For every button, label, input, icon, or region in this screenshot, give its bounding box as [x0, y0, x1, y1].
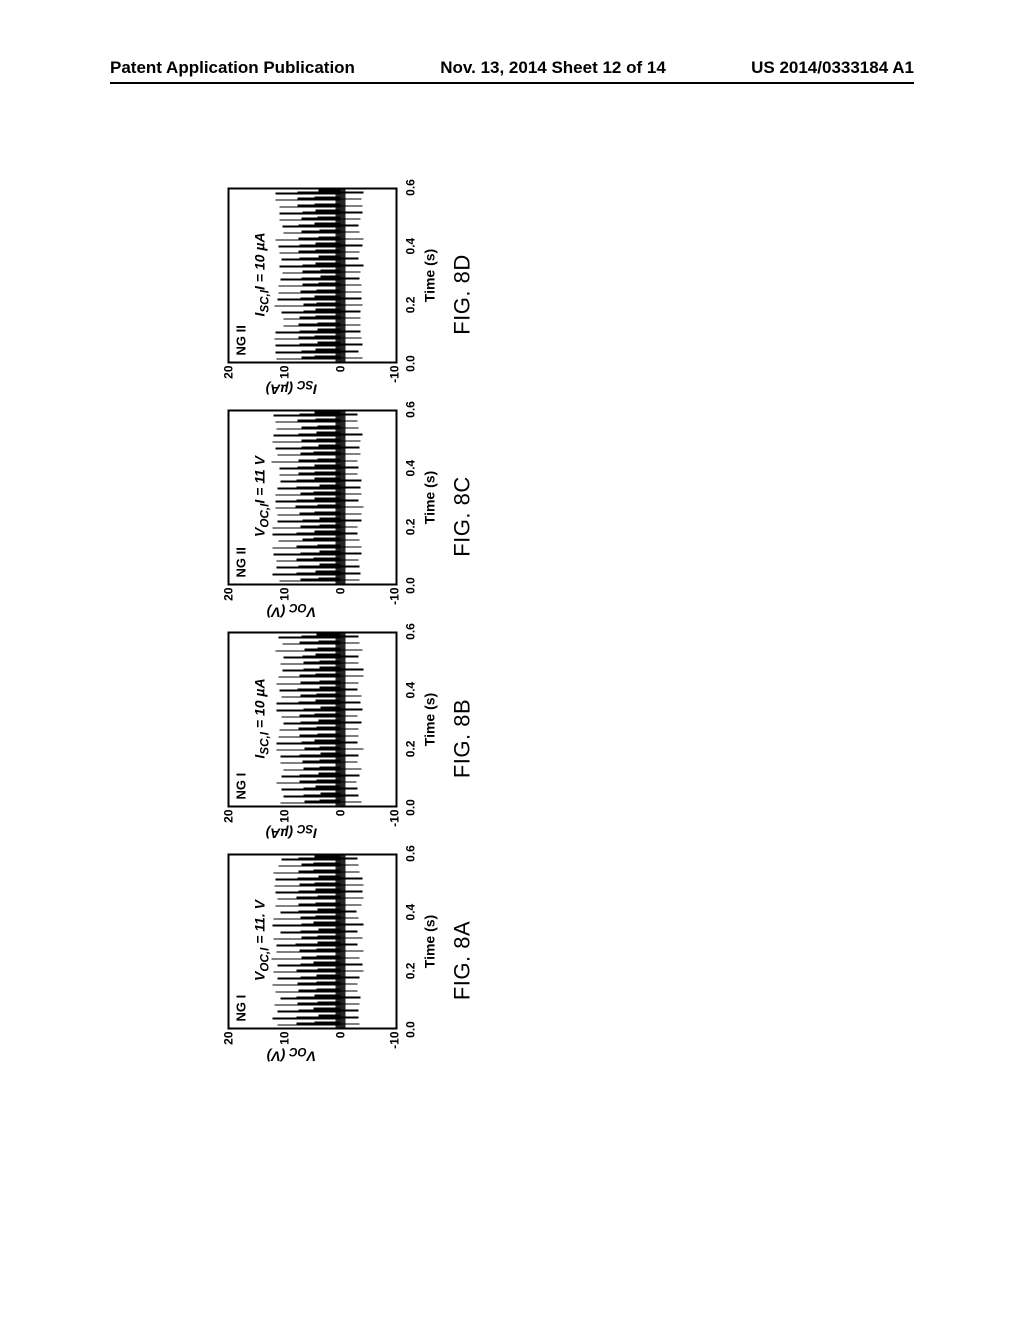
- page-header: Patent Application Publication Nov. 13, …: [0, 58, 1024, 78]
- x-tick: 0.6: [404, 623, 418, 640]
- x-tick: 0.6: [404, 401, 418, 418]
- chart-panel-1: NG IISC,I = 10 µAISC (µA)20100-100.00.20…: [228, 632, 478, 846]
- figure-area: NG IVOC,I = 11. VVOC (V)20100-100.00.20.…: [78, 363, 958, 898]
- figure-caption: FIG. 8C: [450, 410, 476, 624]
- header-right: US 2014/0333184 A1: [751, 58, 914, 78]
- chart-panel-3: NG IIISC,II = 10 µAISC (µA)20100-100.00.…: [228, 188, 478, 402]
- x-tick: 0.4: [404, 904, 418, 921]
- y-axis: ISC (µA)20100-10: [222, 366, 404, 402]
- x-tick: 0.6: [404, 179, 418, 196]
- figure-caption: FIG. 8D: [450, 188, 476, 402]
- x-tick: 0.2: [404, 297, 418, 314]
- panel-title: NG II: [234, 547, 249, 577]
- y-tick: 20: [222, 1032, 236, 1060]
- y-tick: 0: [334, 1032, 348, 1060]
- panel-title: NG I: [234, 773, 249, 800]
- y-tick: 20: [222, 366, 236, 394]
- y-tick: 10: [278, 1032, 292, 1060]
- x-axis: 0.00.20.40.6Time (s): [400, 854, 450, 1030]
- y-axis: VOC (V)20100-10: [222, 588, 404, 624]
- x-tick: 0.2: [404, 963, 418, 980]
- y-tick: 10: [278, 810, 292, 838]
- y-tick: 10: [278, 588, 292, 616]
- y-axis: ISC (µA)20100-10: [222, 810, 404, 846]
- x-axis: 0.00.20.40.6Time (s): [400, 410, 450, 586]
- x-tick: 0.2: [404, 519, 418, 536]
- x-tick: 0.4: [404, 238, 418, 255]
- y-tick: 10: [278, 366, 292, 394]
- x-tick: 0.4: [404, 682, 418, 699]
- y-tick: -10: [388, 810, 402, 838]
- x-tick: 0.0: [404, 799, 418, 816]
- y-axis: VOC (V)20100-10: [222, 1032, 404, 1068]
- y-tick: 0: [334, 366, 348, 394]
- x-axis: 0.00.20.40.6Time (s): [400, 632, 450, 808]
- x-tick: 0.0: [404, 1021, 418, 1038]
- x-axis-label: Time (s): [422, 188, 438, 364]
- x-tick: 0.0: [404, 355, 418, 372]
- x-tick: 0.4: [404, 460, 418, 477]
- figure-caption: FIG. 8B: [450, 632, 476, 846]
- x-axis-label: Time (s): [422, 632, 438, 808]
- chart-panel-0: NG IVOC,I = 11. VVOC (V)20100-100.00.20.…: [228, 854, 478, 1068]
- y-tick: 20: [222, 588, 236, 616]
- header-left: Patent Application Publication: [110, 58, 355, 78]
- y-tick: 0: [334, 588, 348, 616]
- panel-value-label: ISC,I = 10 µA: [252, 638, 272, 800]
- x-axis: 0.00.20.40.6Time (s): [400, 188, 450, 364]
- y-tick: -10: [388, 366, 402, 394]
- chart-panel-2: NG IIVOC,II = 11 VVOC (V)20100-100.00.20…: [228, 410, 478, 624]
- x-tick: 0.0: [404, 577, 418, 594]
- panel-title: NG II: [234, 325, 249, 355]
- x-tick: 0.2: [404, 741, 418, 758]
- panel-value-label: ISC,II = 10 µA: [252, 194, 272, 356]
- header-center: Nov. 13, 2014 Sheet 12 of 14: [440, 58, 666, 78]
- y-tick: -10: [388, 1032, 402, 1060]
- y-tick: 20: [222, 810, 236, 838]
- panel-value-label: VOC,II = 11 V: [252, 416, 272, 578]
- y-tick: -10: [388, 588, 402, 616]
- y-tick: 0: [334, 810, 348, 838]
- header-separator: [110, 82, 914, 84]
- panel-title: NG I: [234, 995, 249, 1022]
- panel-value-label: VOC,I = 11. V: [252, 860, 272, 1022]
- x-axis-label: Time (s): [422, 410, 438, 586]
- figure-caption: FIG. 8A: [450, 854, 476, 1068]
- x-tick: 0.6: [404, 845, 418, 862]
- charts-row: NG IVOC,I = 11. VVOC (V)20100-100.00.20.…: [228, 188, 478, 1068]
- x-axis-label: Time (s): [422, 854, 438, 1030]
